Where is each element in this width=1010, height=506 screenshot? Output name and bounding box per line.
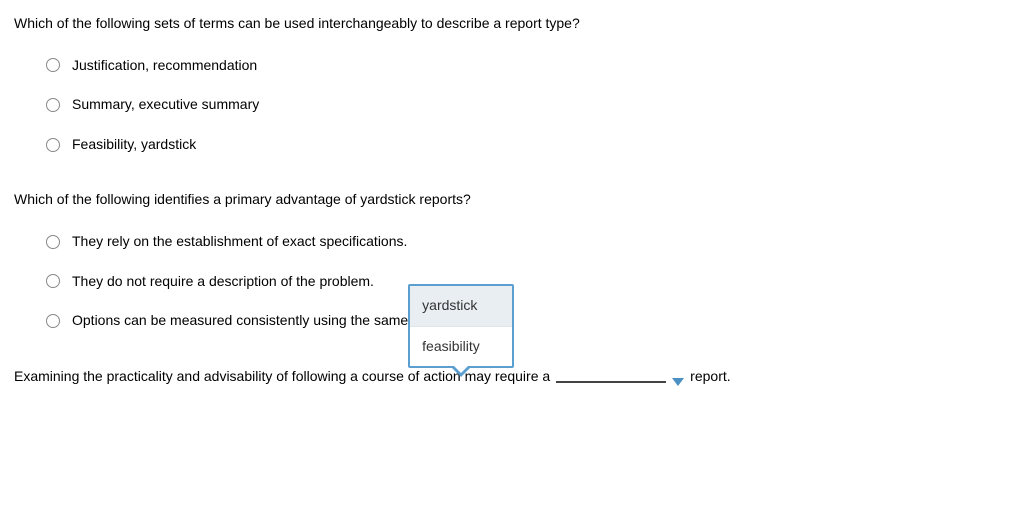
question-3-sentence: Examining the practicality and advisabil… [14, 367, 990, 389]
radio-icon[interactable] [46, 98, 60, 112]
radio-icon[interactable] [46, 314, 60, 328]
q1-option-label: Summary, executive summary [72, 95, 259, 115]
q3-text-after: report. [690, 367, 730, 387]
fill-blank-dropdown[interactable]: yardstick feasibility [556, 378, 684, 386]
blank-line [556, 381, 666, 383]
q2-option-label: Options can be measured consistently usi… [72, 311, 458, 331]
q1-option-row[interactable]: Feasibility, yardstick [46, 135, 990, 155]
radio-icon[interactable] [46, 138, 60, 152]
q1-option-label: Feasibility, yardstick [72, 135, 196, 155]
chevron-down-icon[interactable] [672, 378, 684, 386]
question-1-prompt: Which of the following sets of terms can… [14, 14, 990, 34]
dropdown-popup: yardstick feasibility [408, 284, 514, 368]
q2-option-label: They rely on the establishment of exact … [72, 232, 407, 252]
radio-icon[interactable] [46, 274, 60, 288]
q2-option-row[interactable]: They rely on the establishment of exact … [46, 232, 990, 252]
q2-option-label: They do not require a description of the… [72, 272, 374, 292]
question-2-prompt: Which of the following identifies a prim… [14, 190, 990, 210]
radio-icon[interactable] [46, 58, 60, 72]
question-1-options: Justification, recommendation Summary, e… [14, 56, 990, 155]
q2-option-row[interactable]: Options can be measured consistently usi… [46, 311, 990, 331]
dropdown-option[interactable]: feasibility [410, 326, 512, 367]
question-1-block: Which of the following sets of terms can… [14, 14, 990, 154]
q1-option-row[interactable]: Justification, recommendation [46, 56, 990, 76]
radio-icon[interactable] [46, 235, 60, 249]
q2-option-row[interactable]: They do not require a description of the… [46, 272, 990, 292]
quiz-content: Which of the following sets of terms can… [0, 0, 1010, 388]
q1-option-label: Justification, recommendation [72, 56, 257, 76]
dropdown-option[interactable]: yardstick [410, 286, 512, 326]
q1-option-row[interactable]: Summary, executive summary [46, 95, 990, 115]
